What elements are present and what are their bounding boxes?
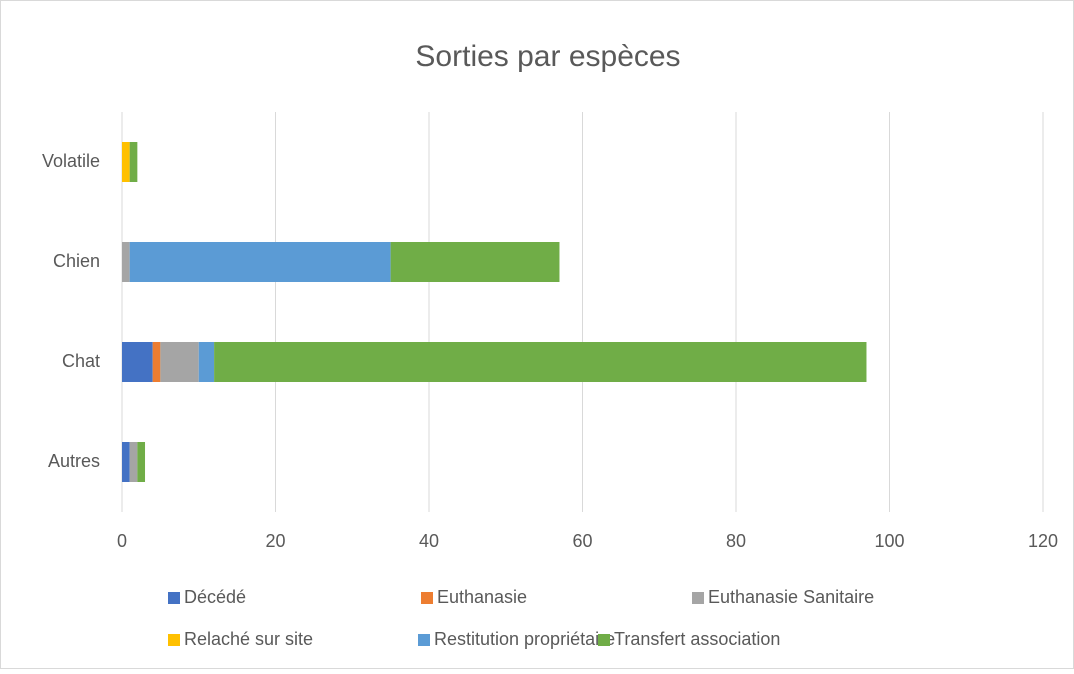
x-tick-label: 20 — [265, 531, 285, 551]
legend-swatch — [418, 634, 430, 646]
y-tick-label: Autres — [48, 451, 100, 471]
bar-segment — [152, 342, 161, 382]
bar-segment — [122, 142, 130, 182]
bar-segment — [390, 242, 560, 282]
y-tick-label: Chien — [53, 251, 100, 271]
legend-swatch — [598, 634, 610, 646]
bar-segment — [214, 342, 867, 382]
x-tick-label: 100 — [874, 531, 904, 551]
legend-swatch — [692, 592, 704, 604]
legend-label: Décédé — [184, 587, 246, 607]
x-tick-label: 60 — [572, 531, 592, 551]
legend-swatch — [421, 592, 433, 604]
legend-swatch — [168, 592, 180, 604]
chart-title: Sorties par espèces — [415, 40, 680, 73]
y-tick-label: Volatile — [42, 151, 100, 171]
bar-segment — [137, 442, 146, 482]
x-tick-label: 80 — [726, 531, 746, 551]
bar-segment — [129, 142, 138, 182]
bar-segment — [122, 442, 130, 482]
legend-label: Euthanasie — [437, 587, 527, 607]
y-tick-label: Chat — [62, 351, 100, 371]
bar-segment — [129, 242, 391, 282]
legend-label: Transfert association — [614, 629, 780, 649]
legend-label: Relaché sur site — [184, 629, 313, 649]
bar-segment — [160, 342, 199, 382]
x-tick-label: 0 — [117, 531, 127, 551]
legend-swatch — [168, 634, 180, 646]
x-tick-label: 120 — [1028, 531, 1058, 551]
legend-label: Restitution propriétaire — [434, 629, 615, 649]
bar-segment — [122, 342, 153, 382]
bar-segment — [198, 342, 215, 382]
bar-segment — [122, 242, 130, 282]
legend-label: Euthanasie Sanitaire — [708, 587, 874, 607]
x-tick-label: 40 — [419, 531, 439, 551]
bar-segment — [129, 442, 138, 482]
